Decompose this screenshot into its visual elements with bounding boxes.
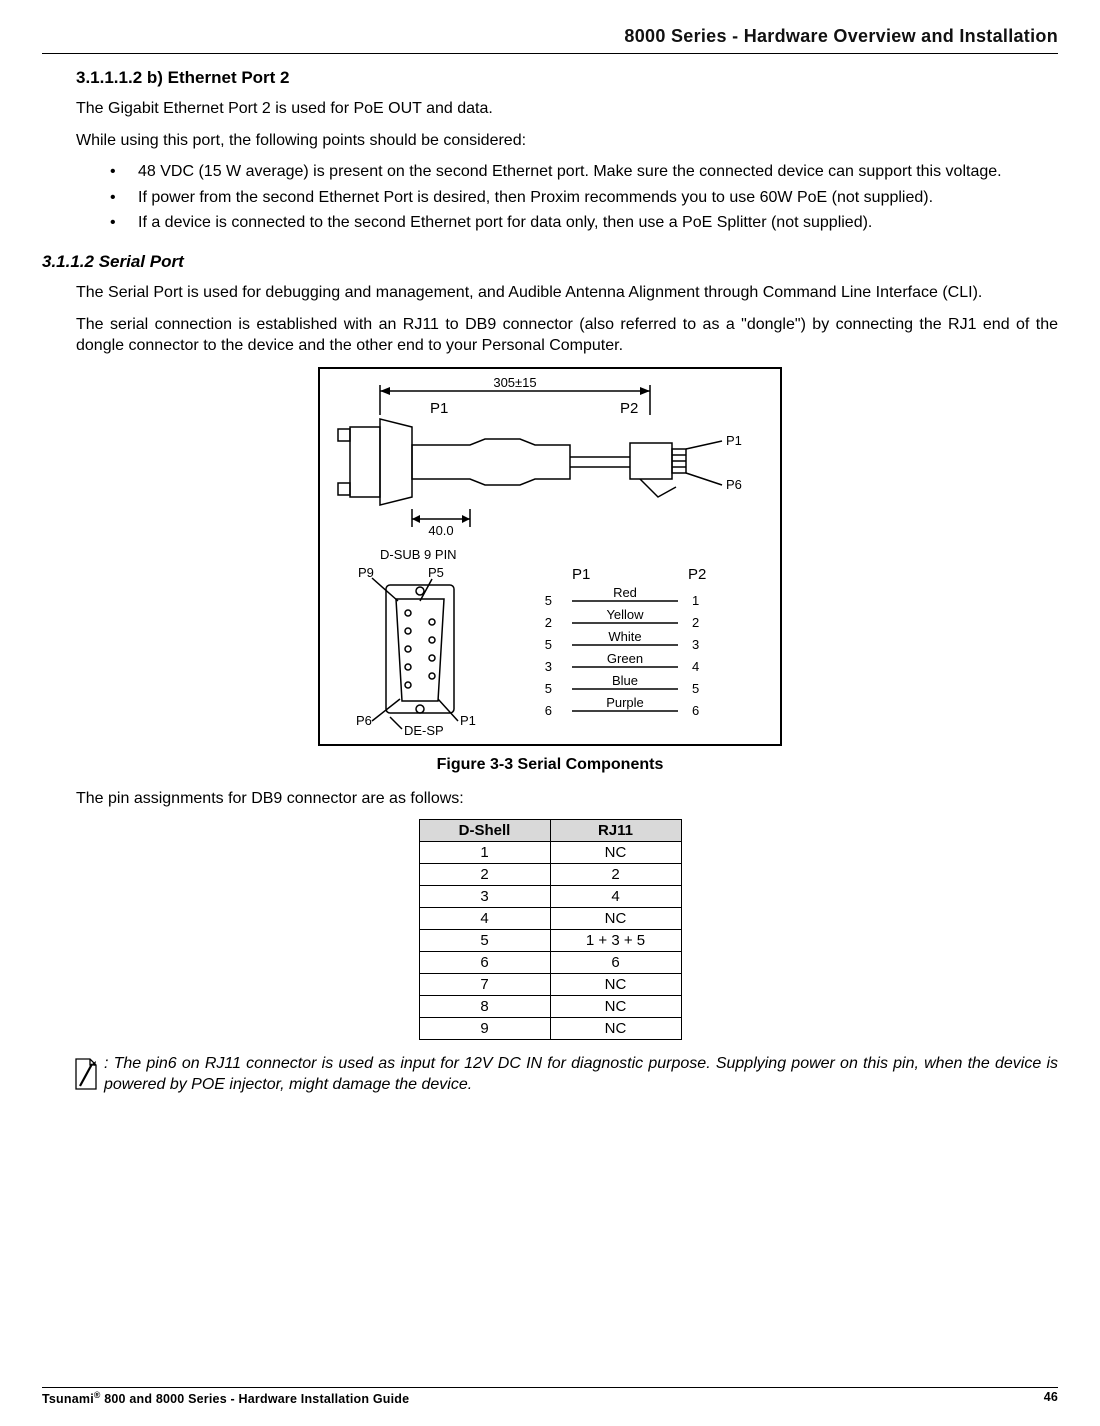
svg-text:40.0: 40.0 bbox=[428, 523, 453, 538]
note-text: : The pin6 on RJ11 connector is used as … bbox=[104, 1054, 1058, 1096]
table-cell: NC bbox=[550, 974, 681, 996]
page: 8000 Series - Hardware Overview and Inst… bbox=[0, 0, 1100, 1426]
svg-text:P1: P1 bbox=[726, 433, 742, 448]
table-cell: NC bbox=[550, 842, 681, 864]
table-row: 4NC bbox=[419, 908, 681, 930]
section-heading-serial: 3.1.1.2 Serial Port bbox=[42, 252, 1058, 272]
svg-text:White: White bbox=[608, 629, 641, 644]
table-row: 34 bbox=[419, 886, 681, 908]
pin-th-rj11: RJ11 bbox=[550, 820, 681, 842]
table-row: 66 bbox=[419, 952, 681, 974]
svg-text:Green: Green bbox=[607, 651, 643, 666]
table-cell: 8 bbox=[419, 996, 550, 1018]
svg-text:5: 5 bbox=[545, 593, 552, 608]
table-cell: 2 bbox=[550, 864, 681, 886]
svg-text:3: 3 bbox=[692, 637, 699, 652]
figure-box: 305±15 P1 P2 P1 P6 40.0 D-SUB 9 PIN P9 P5 P6 P1 DE-… bbox=[318, 367, 782, 746]
serial-para-1: The Serial Port is used for debugging an… bbox=[76, 282, 1058, 304]
table-cell: NC bbox=[550, 908, 681, 930]
svg-text:1: 1 bbox=[692, 593, 699, 608]
doc-header-title: 8000 Series - Hardware Overview and Inst… bbox=[42, 26, 1058, 47]
svg-text:P6: P6 bbox=[356, 713, 372, 728]
svg-text:Red: Red bbox=[613, 585, 637, 600]
svg-text:DE-SP: DE-SP bbox=[404, 723, 444, 738]
table-cell: 6 bbox=[419, 952, 550, 974]
svg-text:305±15: 305±15 bbox=[493, 375, 536, 390]
serial-components-diagram: 305±15 P1 P2 P1 P6 40.0 D-SUB 9 PIN P9 P5 P6 P1 DE-… bbox=[320, 369, 780, 739]
table-cell: 4 bbox=[419, 908, 550, 930]
svg-text:P9: P9 bbox=[358, 565, 374, 580]
svg-text:P2: P2 bbox=[620, 400, 638, 417]
serial-para-2: The serial connection is established wit… bbox=[76, 314, 1058, 357]
ethernet2-bullet-3: If a device is connected to the second E… bbox=[110, 212, 1058, 234]
pin-th-dshell: D-Shell bbox=[419, 820, 550, 842]
footer: Tsunami® 800 and 8000 Series - Hardware … bbox=[42, 1377, 1058, 1406]
ethernet2-para-1: The Gigabit Ethernet Port 2 is used for … bbox=[76, 98, 1058, 120]
pin-table-intro: The pin assignments for DB9 connector ar… bbox=[76, 788, 1058, 810]
svg-text:5: 5 bbox=[545, 637, 552, 652]
figure-caption: Figure 3-3 Serial Components bbox=[42, 756, 1058, 774]
header-rule bbox=[42, 53, 1058, 54]
table-cell: 4 bbox=[550, 886, 681, 908]
svg-text:P1: P1 bbox=[430, 400, 448, 417]
footer-rule bbox=[42, 1387, 1058, 1388]
pin-assignment-table: D-Shell RJ11 1NC22344NC51 + 3 + 5667NC8N… bbox=[419, 819, 682, 1040]
footer-page-number: 46 bbox=[1044, 1390, 1058, 1406]
svg-text:3: 3 bbox=[545, 659, 552, 674]
svg-text:P1: P1 bbox=[572, 566, 590, 583]
table-cell: 3 bbox=[419, 886, 550, 908]
table-cell: 1 + 3 + 5 bbox=[550, 930, 681, 952]
figure-wrap: 305±15 P1 P2 P1 P6 40.0 D-SUB 9 PIN P9 P5 P6 P1 DE-… bbox=[42, 367, 1058, 746]
svg-text:Blue: Blue bbox=[612, 673, 638, 688]
table-cell: NC bbox=[550, 1018, 681, 1040]
table-cell: 5 bbox=[419, 930, 550, 952]
table-cell: 2 bbox=[419, 864, 550, 886]
table-row: 22 bbox=[419, 864, 681, 886]
note-icon bbox=[70, 1056, 100, 1097]
svg-text:2: 2 bbox=[545, 615, 552, 630]
ethernet2-bullet-1: 48 VDC (15 W average) is present on the … bbox=[110, 161, 1058, 183]
footer-left: Tsunami® 800 and 8000 Series - Hardware … bbox=[42, 1390, 409, 1406]
svg-text:4: 4 bbox=[692, 659, 699, 674]
table-row: 7NC bbox=[419, 974, 681, 996]
table-cell: NC bbox=[550, 996, 681, 1018]
ethernet2-para-2: While using this port, the following poi… bbox=[76, 130, 1058, 152]
table-cell: 6 bbox=[550, 952, 681, 974]
table-cell: 1 bbox=[419, 842, 550, 864]
table-cell: 9 bbox=[419, 1018, 550, 1040]
svg-text:P2: P2 bbox=[688, 566, 706, 583]
svg-text:2: 2 bbox=[692, 615, 699, 630]
svg-text:6: 6 bbox=[692, 703, 699, 718]
ethernet2-bullet-2: If power from the second Ethernet Port i… bbox=[110, 187, 1058, 209]
section-heading-ethernet2: 3.1.1.1.2 b) Ethernet Port 2 bbox=[76, 68, 1058, 88]
svg-text:D-SUB 9 PIN: D-SUB 9 PIN bbox=[380, 547, 457, 562]
table-row: 1NC bbox=[419, 842, 681, 864]
svg-text:6: 6 bbox=[545, 703, 552, 718]
svg-text:P1: P1 bbox=[460, 713, 476, 728]
svg-text:5: 5 bbox=[692, 681, 699, 696]
svg-text:P5: P5 bbox=[428, 565, 444, 580]
svg-text:Purple: Purple bbox=[606, 695, 644, 710]
svg-text:Yellow: Yellow bbox=[606, 607, 644, 622]
note-block: : The pin6 on RJ11 connector is used as … bbox=[70, 1054, 1058, 1097]
table-cell: 7 bbox=[419, 974, 550, 996]
table-row: 9NC bbox=[419, 1018, 681, 1040]
table-row: 8NC bbox=[419, 996, 681, 1018]
ethernet2-bullets: 48 VDC (15 W average) is present on the … bbox=[110, 161, 1058, 234]
table-row: 51 + 3 + 5 bbox=[419, 930, 681, 952]
svg-text:5: 5 bbox=[545, 681, 552, 696]
svg-text:P6: P6 bbox=[726, 477, 742, 492]
